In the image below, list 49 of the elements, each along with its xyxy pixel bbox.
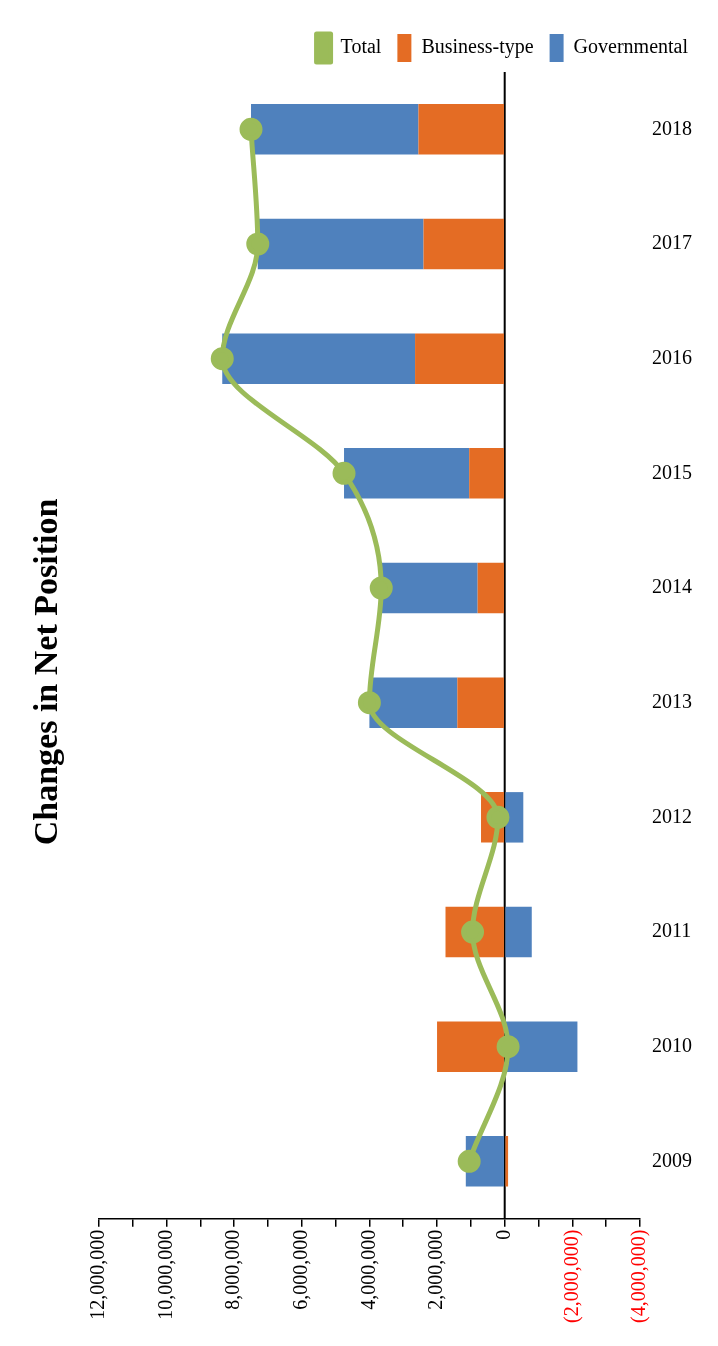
point: [332, 461, 356, 485]
bar: [415, 333, 504, 384]
legend-label: Total: [340, 35, 382, 58]
legend-label: Governmental: [573, 35, 689, 58]
bar: [437, 1021, 504, 1072]
bar: [344, 448, 470, 499]
bar: [257, 218, 424, 270]
x-tick-label: 6,000,000: [289, 1229, 311, 1310]
bar: [369, 677, 458, 728]
point: [357, 691, 381, 715]
point: [486, 805, 510, 829]
bar: [251, 104, 419, 155]
bar: [505, 1136, 509, 1187]
y-tick-label: 2017: [652, 231, 692, 254]
y-tick-label: 2013: [652, 689, 692, 712]
bar: [222, 333, 416, 384]
point: [246, 232, 270, 256]
x-tick-label: 2,000,000: [424, 1229, 447, 1310]
y-tick-label: 2015: [652, 460, 692, 483]
point: [457, 1149, 481, 1173]
bar: [457, 677, 504, 728]
bar: [505, 906, 532, 958]
text: Changes in Net Position: [27, 498, 65, 846]
bar: [469, 448, 504, 499]
legend-label: Business-type: [421, 35, 534, 59]
y-tick-label: 2011: [652, 919, 692, 942]
y-tick-label: 2010: [652, 1033, 692, 1056]
y-tick-label: 2012: [652, 804, 692, 827]
x-tick-label: 10,000,000: [153, 1229, 176, 1320]
point: [369, 576, 393, 600]
y-tick-label: 2014: [652, 575, 692, 598]
y-tick-label: 2016: [652, 345, 692, 368]
bar: [381, 562, 478, 614]
bar: [418, 104, 504, 155]
x-tick-label: 4,000,000: [356, 1229, 379, 1310]
point: [239, 117, 263, 141]
bar: [477, 562, 504, 614]
x-tick-label: (4,000,000): [627, 1229, 651, 1324]
x-tick-label: 12,000,000: [86, 1229, 109, 1320]
y-tick-label: 2009: [652, 1148, 692, 1171]
bar: [423, 218, 504, 270]
point: [210, 347, 234, 371]
bar: [505, 1021, 578, 1072]
x-tick-label: (2,000,000): [559, 1229, 583, 1324]
x-tick-label: 0: [491, 1229, 514, 1240]
x-tick-label: 8,000,000: [221, 1229, 244, 1310]
point: [496, 1035, 520, 1059]
bar: [505, 792, 524, 843]
y-tick-label: 2018: [652, 116, 692, 139]
